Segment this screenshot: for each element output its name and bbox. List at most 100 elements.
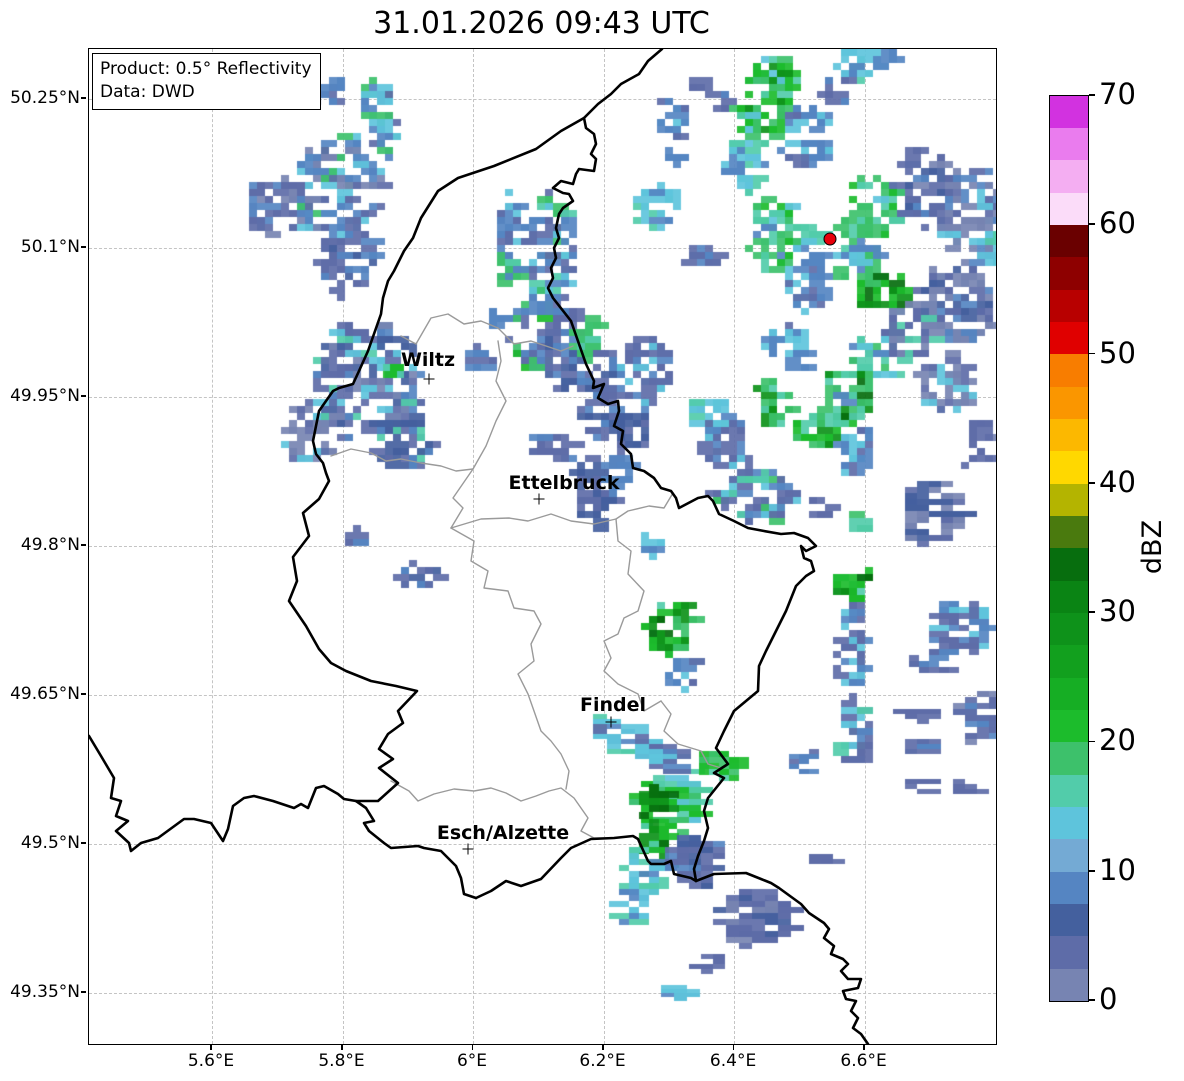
x-tick-mark [471, 1045, 474, 1050]
colorbar-segment [1050, 548, 1088, 581]
country-border [474, 834, 698, 900]
colorbar [1049, 95, 1089, 1002]
colorbar-segment [1050, 160, 1088, 193]
y-tick-mark [81, 395, 86, 397]
y-tick-label: 50.25°N [10, 88, 80, 109]
colorbar-segment [1050, 677, 1088, 711]
colorbar-tick-mark [1089, 94, 1095, 96]
y-tick-mark [81, 97, 86, 99]
colorbar-segment [1050, 645, 1088, 678]
colorbar-tick-label: 40 [1099, 464, 1136, 499]
colorbar-segment [1050, 742, 1088, 775]
product-info-line2: Data: DWD [100, 82, 195, 102]
colorbar-segment [1050, 580, 1088, 614]
city-label: Wiltz [400, 349, 456, 371]
border-layer [89, 49, 870, 1044]
city-label: Ettelbruck [508, 472, 620, 494]
colorbar-segment [1050, 257, 1088, 290]
colorbar-tick-mark [1089, 482, 1095, 484]
colorbar-segment [1050, 904, 1088, 937]
x-tick-mark [602, 1045, 604, 1050]
x-tick-mark [210, 1045, 212, 1050]
colorbar-segment [1050, 483, 1088, 517]
colorbar-segment [1050, 225, 1088, 258]
figure-title: 31.01.2026 09:43 UTC [373, 6, 710, 41]
y-tick-mark [81, 693, 86, 695]
colorbar-tick-mark [1089, 611, 1095, 613]
x-tick-label: 6.2°E [579, 1051, 626, 1071]
colorbar-segment [1050, 936, 1088, 969]
x-tick-mark [732, 1045, 735, 1050]
y-tick-label: 50.1°N [20, 237, 80, 257]
colorbar-tick-mark [1089, 869, 1095, 872]
y-tick-label: 49.95°N [10, 385, 80, 406]
x-tick-label: 6.4°E [709, 1051, 757, 1071]
region-border [660, 700, 729, 769]
colorbar-tick-mark [1089, 999, 1095, 1001]
city-marker [462, 843, 474, 855]
region-border [603, 518, 662, 712]
x-tick-label: 5.6°E [187, 1051, 235, 1071]
colorbar-segment [1050, 839, 1088, 872]
colorbar-segment [1050, 128, 1088, 161]
colorbar-tick-label: 30 [1099, 594, 1136, 629]
colorbar-tick-mark [1089, 223, 1095, 226]
x-tick-label: 6°E [456, 1051, 488, 1071]
y-tick-label: 49.35°N [10, 981, 80, 1002]
product-info-line1: Product: 0.5° Reflectivity [100, 59, 312, 79]
colorbar-tick-label: 70 [1099, 77, 1136, 111]
country-border [89, 734, 358, 853]
y-tick-mark [81, 991, 86, 993]
city-marker [605, 716, 617, 728]
region-border [450, 492, 674, 529]
colorbar-tick-label: 50 [1099, 335, 1136, 370]
colorbar-segment [1050, 807, 1088, 840]
colorbar-tick-label: 0 [1099, 982, 1118, 1016]
y-tick-label: 49.65°N [10, 683, 80, 704]
colorbar-tick-mark [1089, 740, 1095, 743]
map-plot-area: Wiltz Ettelbruck Findel Esch/Alzette [88, 48, 997, 1045]
y-tick-label: 49.5°N [20, 833, 80, 853]
region-border [330, 448, 474, 472]
colorbar-segment [1050, 322, 1088, 355]
region-border [450, 340, 507, 529]
colorbar-segment [1050, 968, 1088, 1001]
colorbar-segment [1050, 516, 1088, 549]
colorbar-segment [1050, 710, 1088, 743]
colorbar-segment [1050, 774, 1088, 808]
colorbar-tick-mark [1089, 352, 1095, 355]
city-marker [533, 493, 545, 505]
city-marker [423, 373, 435, 385]
y-tick-mark [81, 246, 86, 248]
colorbar-segment [1050, 354, 1088, 387]
radar-site-dot [823, 232, 837, 246]
colorbar-tick-label: 20 [1099, 723, 1136, 758]
x-tick-label: 5.8°E [318, 1051, 365, 1071]
region-border [450, 527, 570, 790]
country-border [287, 116, 586, 900]
colorbar-segment [1050, 386, 1088, 420]
colorbar-segment [1050, 95, 1088, 129]
colorbar-segment [1050, 451, 1088, 484]
city-label: Findel [579, 694, 647, 716]
colorbar-segment [1050, 419, 1088, 452]
x-tick-mark [863, 1045, 865, 1050]
colorbar-segment [1050, 192, 1088, 226]
colorbar-segment [1050, 871, 1088, 905]
x-tick-label: 6.6°E [840, 1051, 887, 1071]
colorbar-segment [1050, 289, 1088, 323]
x-tick-mark [341, 1045, 343, 1050]
region-border [390, 780, 615, 839]
city-label: Esch/Alzette [436, 822, 570, 844]
product-info-box: Product: 0.5° Reflectivity Data: DWD [92, 53, 321, 110]
colorbar-axis-label: dBZ [1137, 519, 1168, 575]
y-tick-label: 49.8°N [20, 535, 80, 555]
country-border [546, 49, 870, 1044]
colorbar-tick-label: 60 [1099, 206, 1136, 241]
y-tick-mark [81, 544, 86, 546]
colorbar-segment [1050, 613, 1088, 646]
y-tick-mark [81, 842, 86, 844]
region-border [400, 313, 574, 352]
colorbar-tick-label: 10 [1099, 852, 1136, 887]
